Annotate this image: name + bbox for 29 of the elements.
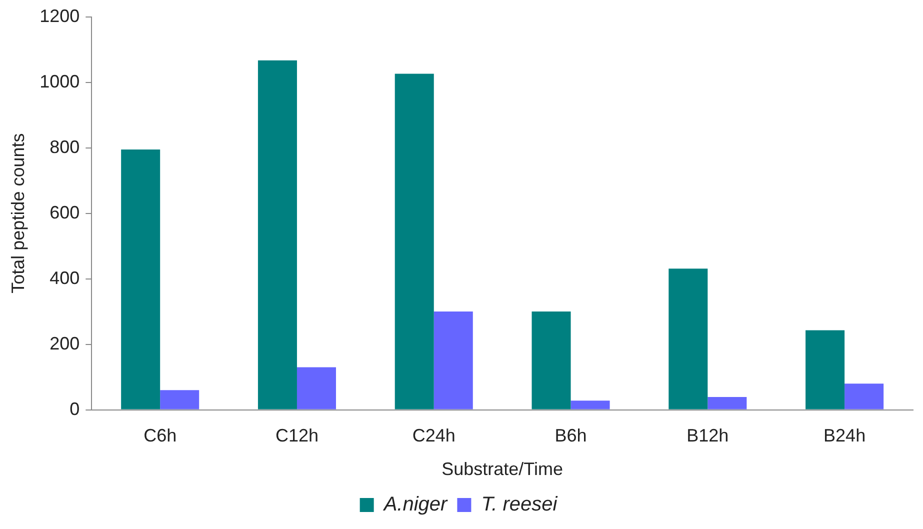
y-tick-label: 600 xyxy=(50,202,80,222)
y-tick-label: 400 xyxy=(50,268,80,288)
x-tick-label: C6h xyxy=(144,426,177,446)
bar xyxy=(296,367,336,410)
bar xyxy=(121,149,160,410)
y-axis-title: Total peptide counts xyxy=(8,133,28,294)
bar xyxy=(532,312,571,410)
y-tick-label: 800 xyxy=(50,136,80,157)
x-axis-title: Substrate/Time xyxy=(442,459,564,480)
legend-label: A.niger xyxy=(382,494,449,516)
legend-label: T. reesei xyxy=(481,494,558,516)
bar xyxy=(570,400,610,410)
bar xyxy=(708,397,747,410)
x-tick-label: C24h xyxy=(412,426,456,446)
bar xyxy=(160,390,200,410)
bar xyxy=(434,312,473,410)
x-tick-label: C12h xyxy=(275,426,318,446)
bar xyxy=(394,74,434,410)
bar xyxy=(806,330,845,410)
bar xyxy=(844,384,884,410)
x-tick-label: B12h xyxy=(686,426,729,446)
y-tick-label: 200 xyxy=(50,333,80,354)
y-tick-label: 0 xyxy=(70,398,80,419)
bar xyxy=(258,60,297,410)
x-tick-label: B6h xyxy=(554,426,587,446)
y-tick-label: 1000 xyxy=(40,71,80,92)
bar xyxy=(668,268,708,410)
y-tick-label: 1200 xyxy=(40,6,80,26)
x-tick-label: B24h xyxy=(824,426,866,446)
